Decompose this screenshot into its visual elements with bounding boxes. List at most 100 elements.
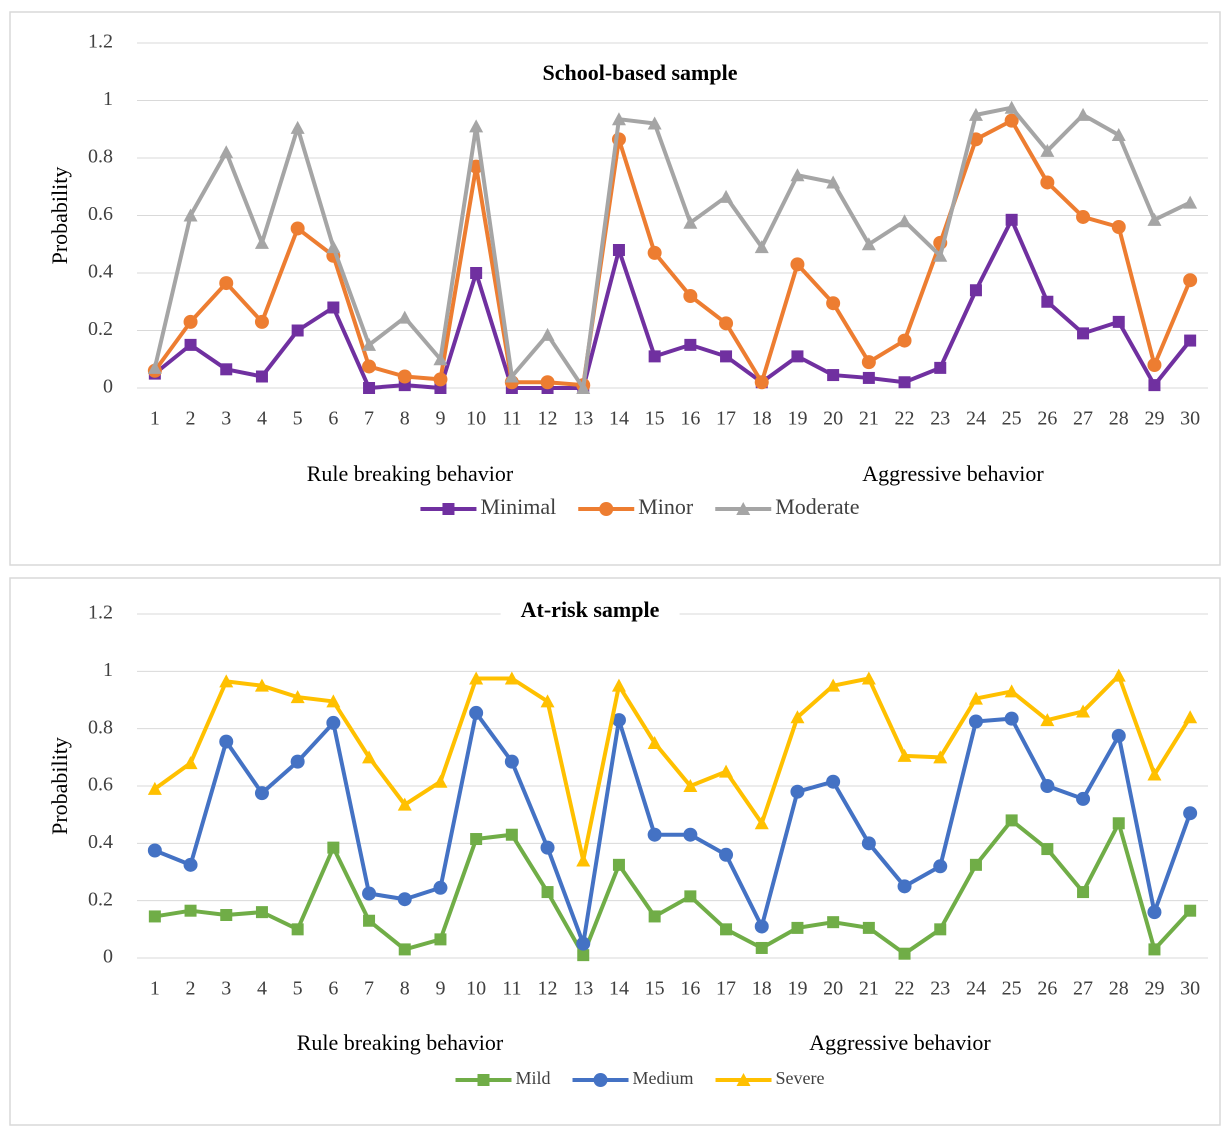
- legend-label: Minimal: [480, 494, 556, 519]
- x-tick-label: 20: [823, 408, 843, 430]
- marker: [540, 375, 555, 390]
- legend-label: Severe: [776, 1068, 825, 1088]
- y-tick-label: 0.6: [88, 774, 113, 796]
- marker: [647, 116, 662, 130]
- marker: [1184, 904, 1197, 917]
- chart-frame: [9, 11, 1221, 566]
- marker: [790, 710, 805, 724]
- marker: [220, 909, 233, 921]
- marker: [790, 168, 805, 182]
- marker: [648, 910, 661, 923]
- marker: [183, 756, 198, 770]
- marker: [754, 919, 769, 934]
- marker: [433, 352, 448, 366]
- chart: 00.20.40.60.811.21 2 3 4 5 6 7 8 9 10 11 12 13 14 15 16…: [9, 11, 1221, 566]
- marker: [1077, 886, 1090, 899]
- y-tick-label: 0: [103, 376, 113, 398]
- marker: [1147, 767, 1162, 781]
- y-tick-label: 1.2: [88, 31, 113, 53]
- marker: [791, 921, 804, 934]
- x-tick-label: 11: [502, 978, 521, 1000]
- marker: [1111, 128, 1126, 141]
- marker: [362, 359, 377, 374]
- marker: [736, 502, 751, 515]
- marker: [291, 923, 304, 936]
- marker: [397, 369, 412, 384]
- x-tick-label: 14: [609, 408, 629, 430]
- x-tick-label: 14: [609, 978, 629, 1000]
- marker: [719, 316, 734, 331]
- x-tick-label: 17: [716, 978, 736, 1000]
- legend: Minimal Minor Moderate: [420, 494, 860, 519]
- marker: [827, 916, 840, 929]
- x-tick-label: 24: [966, 978, 986, 1000]
- marker: [220, 363, 233, 376]
- marker: [898, 376, 911, 389]
- x-tick-label: 10: [466, 978, 486, 1000]
- marker: [397, 892, 412, 907]
- marker: [255, 906, 268, 919]
- marker: [433, 774, 448, 788]
- x-tick-label: 6: [328, 408, 338, 430]
- y-tick-label: 0.4: [88, 261, 113, 283]
- x-tick-label: 15: [645, 408, 665, 430]
- marker: [968, 691, 983, 705]
- marker: [1076, 107, 1091, 121]
- marker: [469, 119, 484, 133]
- series-line: [152, 105, 1192, 390]
- x-tick-label: 1: [150, 978, 160, 1000]
- marker: [219, 734, 234, 749]
- x-tick-label: 16: [680, 408, 700, 430]
- x-tick-label: 29: [1144, 408, 1164, 430]
- marker: [1111, 220, 1126, 234]
- marker: [611, 112, 626, 126]
- x-tick-label: 30: [1180, 978, 1200, 1000]
- x-tick-label: 27: [1073, 408, 1093, 430]
- y-axis-label: Probability: [47, 737, 72, 835]
- marker: [719, 847, 734, 862]
- marker: [1040, 779, 1055, 793]
- x-tick-label: 18: [752, 408, 772, 430]
- marker: [362, 750, 377, 764]
- x-tick-label: 7: [364, 408, 374, 430]
- marker: [1041, 843, 1054, 856]
- marker: [1076, 704, 1091, 718]
- marker: [755, 941, 768, 954]
- marker: [1076, 791, 1091, 806]
- y-tick-label: 1: [103, 659, 113, 681]
- marker: [593, 1073, 608, 1087]
- marker: [326, 694, 341, 708]
- y-tick-label: 1.2: [88, 602, 113, 624]
- x-tick-label: 25: [1002, 408, 1022, 430]
- marker: [599, 502, 614, 516]
- x-tick-label: 28: [1109, 978, 1129, 1000]
- x-tick-label: 9: [435, 978, 445, 1000]
- x-tick-label: 2: [186, 978, 196, 1000]
- marker: [327, 841, 340, 854]
- marker: [898, 947, 911, 960]
- marker: [184, 904, 197, 917]
- marker: [897, 333, 912, 348]
- annotation: Aggressive behavior: [862, 461, 1044, 486]
- marker: [469, 705, 484, 720]
- x-tick-label: 13: [573, 978, 593, 1000]
- marker: [612, 244, 625, 256]
- marker: [647, 245, 662, 260]
- marker: [826, 678, 841, 692]
- x-tick-label: 9: [435, 408, 445, 430]
- marker: [1148, 379, 1161, 392]
- y-tick-label: 0.8: [88, 146, 113, 168]
- marker: [397, 797, 412, 811]
- x-tick-label: 8: [400, 408, 410, 430]
- marker: [148, 910, 161, 923]
- marker: [1040, 143, 1055, 157]
- annotation: Aggressive behavior: [809, 1030, 991, 1055]
- marker: [291, 324, 304, 337]
- marker: [861, 355, 876, 370]
- marker: [183, 857, 198, 872]
- x-tick-label: 10: [466, 408, 486, 430]
- x-tick-label: 21: [859, 408, 879, 430]
- y-tick-label: 0: [103, 946, 113, 968]
- marker: [327, 301, 340, 314]
